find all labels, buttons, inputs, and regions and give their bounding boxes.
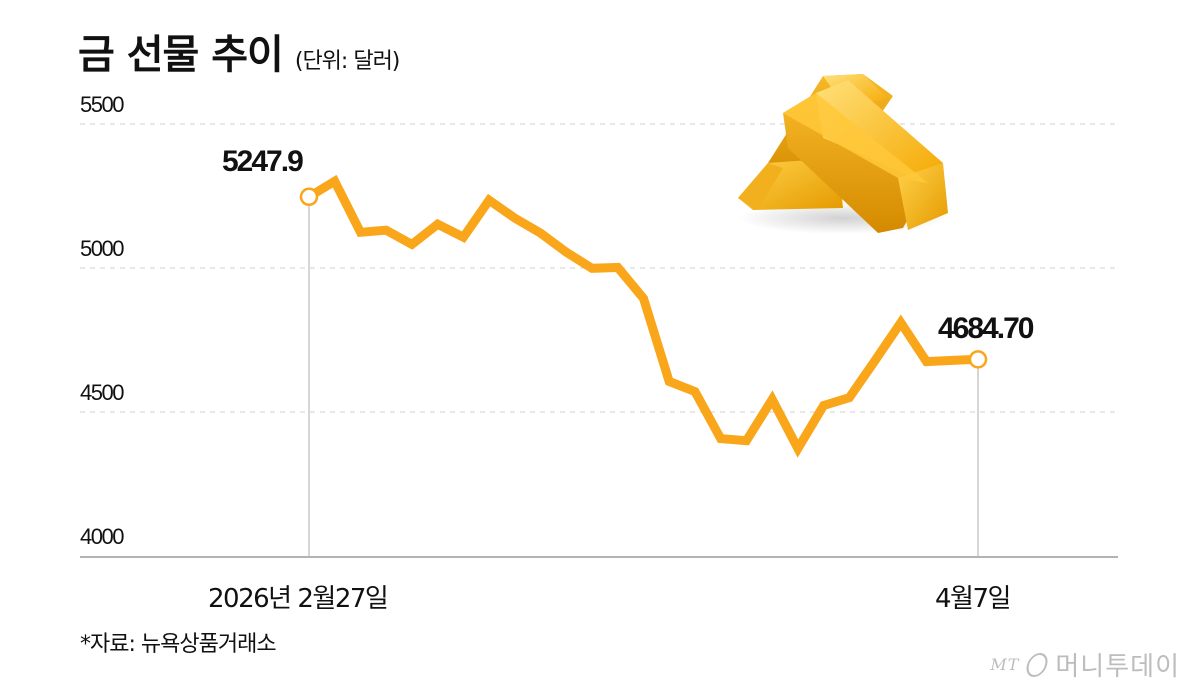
y-tick-5500: 5500 xyxy=(80,92,124,117)
gold-price-line xyxy=(304,174,983,458)
chart-header: 금 선물 추이 (단위: 달러) xyxy=(78,22,401,80)
chart-title: 금 선물 추이 xyxy=(78,32,284,78)
logo-text: 머니투데이 xyxy=(1055,652,1180,682)
logo-mt: MT xyxy=(990,655,1020,674)
gridlines xyxy=(80,123,1118,558)
gold-bars-icon xyxy=(738,74,948,234)
start-point-marker xyxy=(299,187,319,207)
start-value-label: 5247.9 xyxy=(222,145,304,178)
x-tick-start: 2026년 2월27일 xyxy=(208,584,389,614)
end-point-marker xyxy=(968,350,988,369)
data-source: *자료: 뉴욕상품거래소 xyxy=(80,632,277,657)
logo-circle-icon xyxy=(1024,652,1051,677)
y-tick-4500: 4500 xyxy=(80,380,124,405)
x-tick-end: 4월7일 xyxy=(935,584,1011,614)
publisher-logo: MT 머니투데이 xyxy=(990,646,1180,683)
y-tick-4000: 4000 xyxy=(80,524,124,549)
end-value-label: 4684.70 xyxy=(938,312,1034,345)
chart-unit: (단위: 달러) xyxy=(294,49,401,74)
y-tick-5000: 5000 xyxy=(80,236,124,261)
